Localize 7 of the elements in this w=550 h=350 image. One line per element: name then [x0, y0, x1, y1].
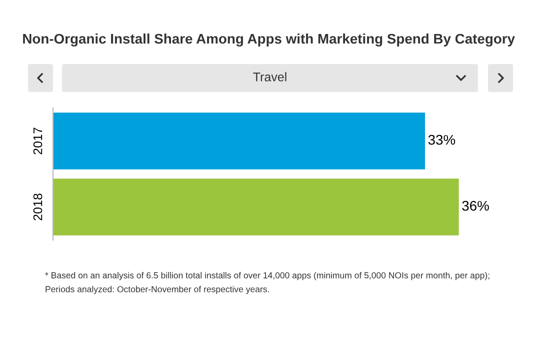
chart-title: Non-Organic Install Share Among Apps with Marketing Spend By Category: [23, 33, 515, 47]
y-tick-label: 2018: [33, 194, 42, 220]
data-label: 36%: [462, 200, 489, 211]
chart-subtitle: Travel: [253, 72, 286, 82]
y-tick-label: 2017: [33, 128, 42, 154]
text: * Based on an analysis of 6.5 billion total installs of over 14,000 apps (minimum of 5,000 NOIs per month, per app); Periods analyzed: October-November of respective years.: [45, 272, 490, 294]
data-label: 33%: [428, 134, 456, 145]
